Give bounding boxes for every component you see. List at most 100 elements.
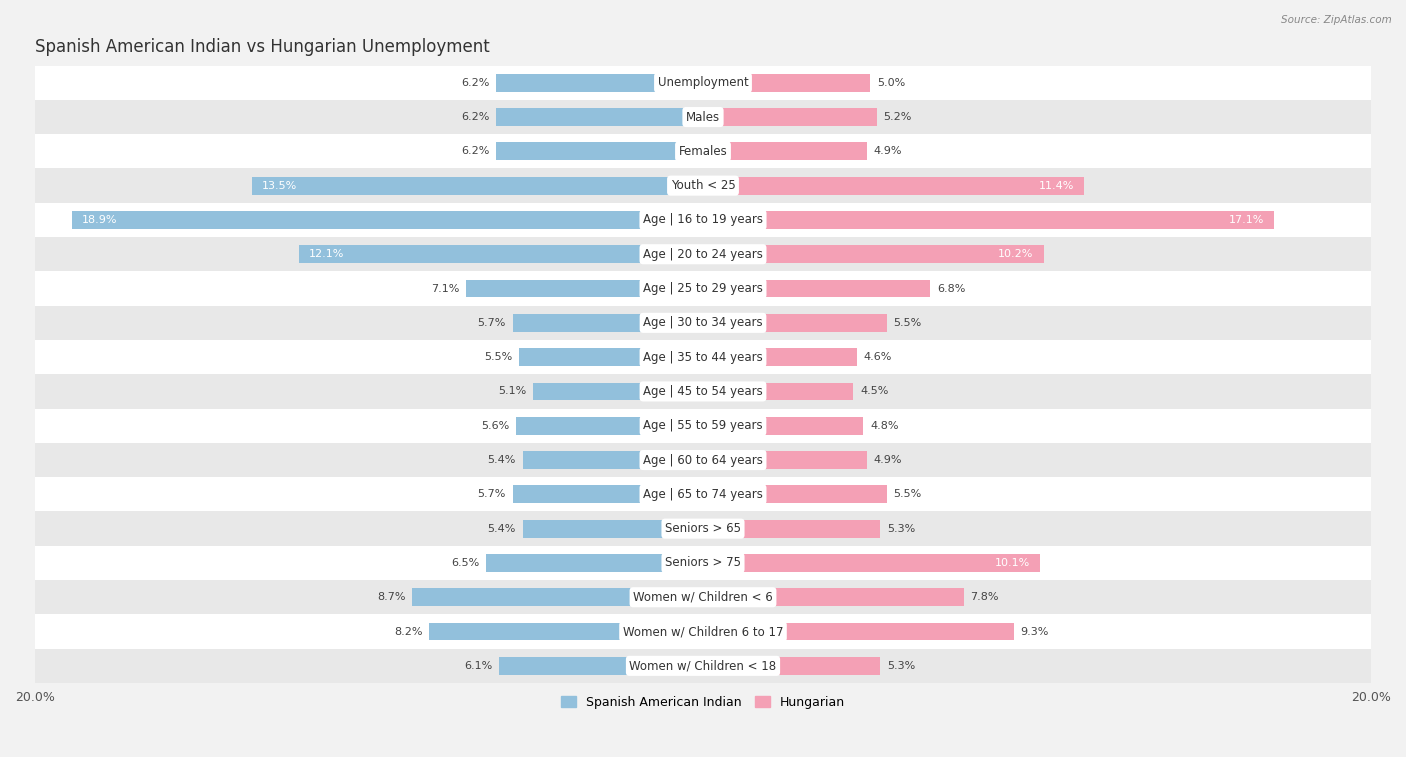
Text: 8.7%: 8.7% <box>377 592 406 603</box>
Text: Women w/ Children < 18: Women w/ Children < 18 <box>630 659 776 672</box>
Bar <box>35 649 1371 683</box>
Text: 5.6%: 5.6% <box>481 421 509 431</box>
Text: Unemployment: Unemployment <box>658 76 748 89</box>
Text: 8.2%: 8.2% <box>394 627 422 637</box>
Bar <box>703 348 856 366</box>
Bar <box>703 588 963 606</box>
Text: 5.2%: 5.2% <box>883 112 911 122</box>
Bar <box>35 306 1371 340</box>
Bar <box>72 211 703 229</box>
Bar <box>703 108 877 126</box>
Bar <box>35 477 1371 512</box>
Bar <box>703 520 880 537</box>
Text: 4.9%: 4.9% <box>873 146 901 157</box>
Bar <box>523 520 703 537</box>
Text: 4.9%: 4.9% <box>873 455 901 465</box>
Text: 4.5%: 4.5% <box>860 386 889 397</box>
Text: Age | 16 to 19 years: Age | 16 to 19 years <box>643 213 763 226</box>
Bar <box>35 100 1371 134</box>
Bar <box>299 245 703 263</box>
Bar <box>252 176 703 195</box>
Bar <box>516 417 703 435</box>
Bar <box>523 451 703 469</box>
Bar <box>35 512 1371 546</box>
Text: 10.2%: 10.2% <box>998 249 1033 259</box>
Bar <box>35 443 1371 477</box>
Text: 6.8%: 6.8% <box>936 284 965 294</box>
Bar <box>35 272 1371 306</box>
Bar <box>703 245 1043 263</box>
Bar <box>35 580 1371 615</box>
Text: Youth < 25: Youth < 25 <box>671 179 735 192</box>
Bar <box>35 237 1371 272</box>
Text: 6.2%: 6.2% <box>461 146 489 157</box>
Bar <box>35 169 1371 203</box>
Text: 7.1%: 7.1% <box>430 284 460 294</box>
Text: 5.0%: 5.0% <box>877 78 905 88</box>
Bar <box>513 485 703 503</box>
Bar <box>35 409 1371 443</box>
Text: 5.1%: 5.1% <box>498 386 526 397</box>
Bar <box>429 622 703 640</box>
Text: Males: Males <box>686 111 720 123</box>
Text: 5.5%: 5.5% <box>893 318 922 328</box>
Text: 4.6%: 4.6% <box>863 352 891 362</box>
Bar <box>35 203 1371 237</box>
Text: 6.2%: 6.2% <box>461 112 489 122</box>
Text: 10.1%: 10.1% <box>995 558 1031 568</box>
Bar <box>35 134 1371 169</box>
Text: 5.7%: 5.7% <box>478 489 506 500</box>
Bar <box>703 176 1084 195</box>
Text: Women w/ Children < 6: Women w/ Children < 6 <box>633 590 773 604</box>
Bar <box>496 108 703 126</box>
Bar <box>35 546 1371 580</box>
Bar <box>35 340 1371 374</box>
Bar <box>703 74 870 92</box>
Text: 6.2%: 6.2% <box>461 78 489 88</box>
Text: Age | 20 to 24 years: Age | 20 to 24 years <box>643 248 763 260</box>
Text: 9.3%: 9.3% <box>1021 627 1049 637</box>
Bar <box>703 279 931 298</box>
Text: Age | 45 to 54 years: Age | 45 to 54 years <box>643 385 763 398</box>
Text: 17.1%: 17.1% <box>1229 215 1264 225</box>
Text: 5.5%: 5.5% <box>484 352 513 362</box>
Bar <box>703 314 887 332</box>
Text: 11.4%: 11.4% <box>1039 181 1074 191</box>
Bar <box>465 279 703 298</box>
Text: 6.5%: 6.5% <box>451 558 479 568</box>
Text: Seniors > 75: Seniors > 75 <box>665 556 741 569</box>
Text: 12.1%: 12.1% <box>309 249 344 259</box>
Text: 7.8%: 7.8% <box>970 592 998 603</box>
Text: 18.9%: 18.9% <box>82 215 117 225</box>
Bar <box>703 485 887 503</box>
Bar <box>35 374 1371 409</box>
Bar <box>496 142 703 160</box>
Text: Age | 35 to 44 years: Age | 35 to 44 years <box>643 350 763 363</box>
Bar <box>703 657 880 674</box>
Text: 4.8%: 4.8% <box>870 421 898 431</box>
Text: 5.3%: 5.3% <box>887 524 915 534</box>
Bar <box>35 66 1371 100</box>
Text: Age | 60 to 64 years: Age | 60 to 64 years <box>643 453 763 466</box>
Bar <box>703 211 1274 229</box>
Bar <box>703 142 866 160</box>
Bar <box>703 382 853 400</box>
Text: Age | 25 to 29 years: Age | 25 to 29 years <box>643 282 763 295</box>
Bar <box>486 554 703 572</box>
Text: Age | 55 to 59 years: Age | 55 to 59 years <box>643 419 763 432</box>
Text: Source: ZipAtlas.com: Source: ZipAtlas.com <box>1281 15 1392 25</box>
Text: Spanish American Indian vs Hungarian Unemployment: Spanish American Indian vs Hungarian Une… <box>35 38 489 56</box>
Bar <box>533 382 703 400</box>
Text: 5.7%: 5.7% <box>478 318 506 328</box>
Bar <box>513 314 703 332</box>
Bar <box>703 622 1014 640</box>
Bar <box>412 588 703 606</box>
Legend: Spanish American Indian, Hungarian: Spanish American Indian, Hungarian <box>557 691 849 714</box>
Text: Females: Females <box>679 145 727 158</box>
Bar <box>499 657 703 674</box>
Text: 5.3%: 5.3% <box>887 661 915 671</box>
Bar <box>519 348 703 366</box>
Bar <box>35 615 1371 649</box>
Text: 13.5%: 13.5% <box>262 181 297 191</box>
Text: 5.4%: 5.4% <box>488 524 516 534</box>
